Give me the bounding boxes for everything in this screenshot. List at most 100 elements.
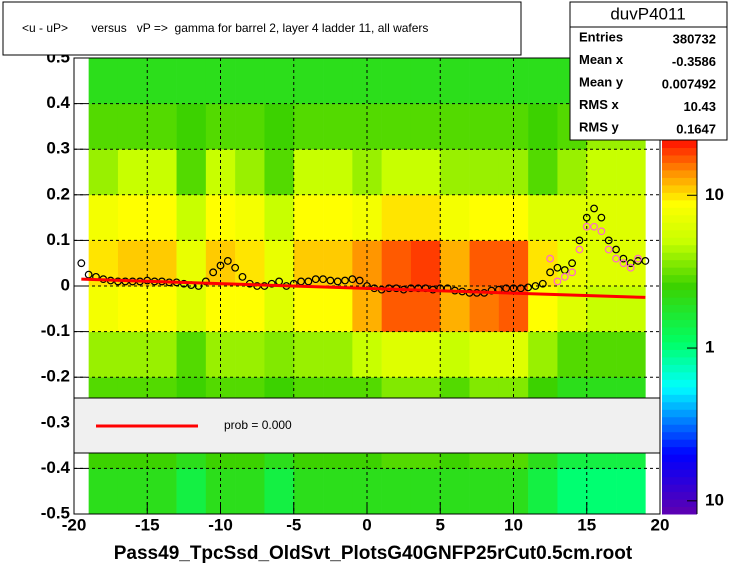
- heatmap-cell: [469, 58, 500, 104]
- heatmap-cell: [410, 331, 441, 378]
- profile-point: [619, 259, 628, 268]
- stats-title: duvP4011: [610, 4, 685, 23]
- heatmap-cell: [293, 331, 324, 378]
- palette-swatch: [662, 140, 697, 148]
- profile-point: [597, 213, 606, 222]
- profile-point: [201, 277, 210, 286]
- heatmap-cell: [117, 103, 148, 150]
- heatmap-cell: [410, 194, 441, 241]
- profile-point: [590, 204, 598, 213]
- x-axis-title: Pass49_TpcSsd_OldSvt_PlotsG40GNFP25rCut0…: [114, 543, 633, 564]
- heatmap-cell: [528, 468, 558, 515]
- profile-point: [568, 268, 576, 277]
- heatmap-cell: [528, 58, 558, 104]
- heatmap-cell: [147, 58, 177, 104]
- profile-point: [553, 277, 562, 286]
- palette-swatch: [662, 416, 697, 425]
- stats-value: -0.3586: [672, 54, 716, 69]
- profile-point: [546, 268, 555, 277]
- heatmap-cell: [469, 240, 500, 287]
- profile-point: [231, 263, 240, 272]
- heatmap-cell: [586, 331, 617, 378]
- heatmap-cell: [440, 103, 470, 150]
- heatmap-cell: [616, 149, 646, 196]
- heatmap-cell: [557, 194, 588, 241]
- profile-point: [641, 257, 650, 265]
- profile-point: [333, 277, 342, 286]
- profile-point: [612, 245, 620, 254]
- profile-point: [619, 254, 628, 263]
- palette-swatch: [662, 319, 697, 328]
- profile-point: [77, 259, 86, 268]
- heatmap-cell: [616, 194, 646, 241]
- heatmap-cell: [528, 149, 558, 196]
- heatmap-cell: [381, 149, 412, 196]
- palette-swatch: [662, 237, 697, 246]
- palette-swatch: [662, 431, 697, 440]
- palette-swatch: [662, 469, 697, 478]
- fit-line: [81, 277, 646, 299]
- heatmap-cell: [293, 103, 324, 150]
- y-tick-label: -0.4: [41, 458, 71, 477]
- heatmap-cell: [293, 468, 324, 515]
- palette-swatch: [662, 267, 697, 276]
- profile-point: [626, 263, 635, 272]
- heatmap-cell: [147, 194, 177, 241]
- heatmap-cell: [410, 149, 441, 196]
- palette-swatch: [662, 147, 697, 156]
- heatmap-cell: [440, 240, 470, 287]
- heatmap-cell: [117, 194, 148, 241]
- heatmap-cell: [147, 149, 177, 196]
- heatmap-cell: [410, 103, 441, 150]
- palette-swatch: [662, 169, 697, 178]
- palette-swatch: [662, 454, 697, 463]
- y-tick-label: 0: [61, 275, 70, 294]
- palette-swatch: [662, 424, 697, 433]
- heatmap-cell: [88, 58, 119, 104]
- palette-swatch: [662, 446, 697, 455]
- heatmap-cell: [88, 286, 119, 332]
- palette-swatch: [662, 409, 697, 418]
- heatmap-cell: [528, 194, 558, 241]
- profile-point: [524, 283, 533, 292]
- heatmap-cell: [381, 286, 412, 332]
- heatmap-cell: [586, 149, 617, 196]
- heatmap-cell: [469, 149, 500, 196]
- profile-point: [326, 276, 335, 285]
- profile-point: [297, 277, 305, 286]
- stats-value: 380732: [673, 31, 716, 46]
- heatmap-cell: [235, 468, 265, 515]
- heatmap-cell: [323, 468, 353, 515]
- profile-point: [590, 222, 598, 231]
- heatmap-cell: [176, 240, 207, 287]
- y-tick-label: -0.1: [41, 321, 70, 340]
- heatmap-cell: [381, 58, 412, 104]
- heatmap-cell: [557, 149, 588, 196]
- stats-value: 0.007492: [662, 76, 716, 91]
- heatmap-cell: [557, 331, 588, 378]
- heatmap-cell: [381, 103, 412, 150]
- palette-swatch: [662, 154, 697, 163]
- y-tick-label: -0.2: [41, 367, 70, 386]
- heatmap-cell: [264, 468, 295, 515]
- y-tick-label: 0.1: [46, 230, 70, 249]
- stats-label: Mean x: [579, 52, 624, 67]
- palette-swatch: [662, 506, 697, 515]
- heatmap-cell: [147, 103, 177, 150]
- stats-label: Mean y: [579, 74, 624, 89]
- palette-swatch: [662, 499, 697, 508]
- palette-swatch: [662, 356, 697, 365]
- heatmap-cell: [323, 149, 353, 196]
- heatmap-cell: [117, 149, 148, 196]
- heatmap-cell: [264, 286, 295, 332]
- heatmap-cell: [176, 149, 207, 196]
- heatmap-cell: [469, 194, 500, 241]
- heatmap-cell: [323, 331, 353, 378]
- profile-point: [597, 227, 606, 236]
- profile-point: [509, 284, 518, 293]
- heatmap-cell: [235, 286, 265, 332]
- heatmap-cell: [264, 149, 295, 196]
- palette-swatch: [662, 334, 697, 343]
- palette-swatch: [662, 364, 697, 373]
